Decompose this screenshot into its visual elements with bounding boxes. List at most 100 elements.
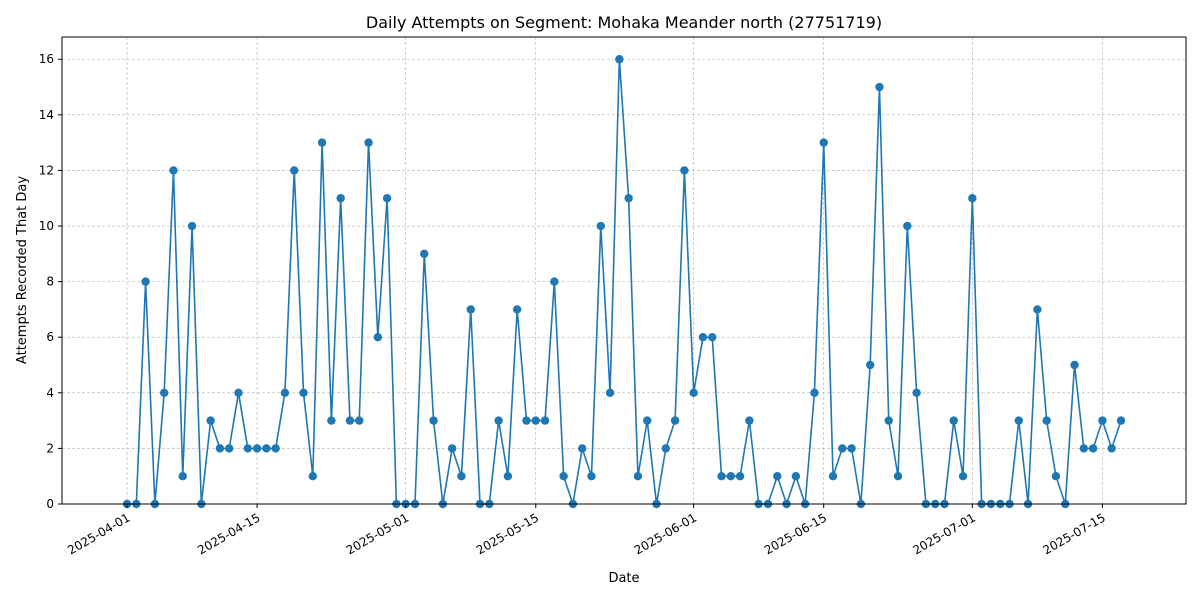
data-point xyxy=(169,166,178,175)
data-point xyxy=(828,472,838,481)
data-point xyxy=(810,388,819,398)
chart-title: Daily Attempts on Segment: Mohaka Meande… xyxy=(366,13,882,32)
data-point xyxy=(187,221,197,231)
x-tick-label: 2025-04-15 xyxy=(195,510,262,557)
data-point xyxy=(735,472,745,481)
data-point xyxy=(234,388,243,398)
data-point xyxy=(726,472,736,481)
data-point xyxy=(847,444,856,453)
data-point xyxy=(680,166,689,175)
data-point xyxy=(968,194,977,203)
data-point xyxy=(1042,416,1051,425)
y-axis-label: Attempts Recorded That Day xyxy=(15,176,30,364)
data-point xyxy=(689,388,698,398)
data-point xyxy=(503,472,513,481)
data-point xyxy=(215,444,225,453)
x-tick-label: 2025-05-01 xyxy=(344,510,411,557)
data-point xyxy=(364,138,373,147)
data-point xyxy=(903,221,912,231)
data-point xyxy=(141,277,150,286)
y-tick-label: 0 xyxy=(46,497,54,511)
data-point xyxy=(457,472,466,481)
data-point xyxy=(670,416,680,425)
data-point xyxy=(494,416,503,425)
data-point xyxy=(512,305,522,314)
data-point xyxy=(912,388,921,398)
data-point xyxy=(262,444,271,453)
plot-frame xyxy=(61,36,1187,505)
data-point xyxy=(698,333,708,342)
series-layer xyxy=(122,55,1126,509)
data-point xyxy=(1098,416,1107,425)
y-axis: 0 2 4 6 8 10 12 14 16 xyxy=(39,52,62,511)
data-point xyxy=(633,472,643,481)
data-point xyxy=(327,416,336,425)
data-point xyxy=(893,472,903,481)
data-point xyxy=(159,388,169,398)
y-tick-label: 6 xyxy=(46,330,54,344)
data-point xyxy=(587,472,596,481)
data-point xyxy=(308,472,318,481)
data-point xyxy=(252,444,262,453)
data-point xyxy=(791,472,801,481)
x-axis: 2025-04-01 2025-04-15 2025-05-01 2025-05-15… xyxy=(65,504,1108,557)
data-point xyxy=(1107,444,1116,453)
data-point xyxy=(643,416,652,425)
x-tick-label: 2025-06-15 xyxy=(762,510,829,557)
data-point xyxy=(345,416,355,425)
data-point xyxy=(578,444,587,453)
data-point xyxy=(1070,360,1079,370)
data-point xyxy=(355,416,364,425)
data-point xyxy=(382,194,392,203)
data-point xyxy=(1088,444,1098,453)
data-point xyxy=(336,194,345,203)
data-point xyxy=(1014,416,1023,425)
data-point xyxy=(1116,416,1126,425)
x-tick-label: 2025-04-01 xyxy=(65,510,132,557)
data-point xyxy=(1079,444,1089,453)
y-tick-label: 2 xyxy=(46,441,54,455)
data-point xyxy=(317,138,327,147)
data-point xyxy=(949,416,958,425)
data-point xyxy=(596,221,605,231)
data-point xyxy=(865,360,875,370)
y-tick-label: 16 xyxy=(39,52,54,66)
data-point xyxy=(447,444,457,453)
data-point xyxy=(884,416,893,425)
y-tick-label: 4 xyxy=(46,386,54,400)
data-point xyxy=(243,444,252,453)
data-point xyxy=(708,333,717,342)
data-point xyxy=(429,416,438,425)
x-tick-label: 2025-07-15 xyxy=(1040,510,1107,557)
data-point xyxy=(540,416,550,425)
y-tick-label: 12 xyxy=(39,163,54,177)
data-point xyxy=(1033,305,1042,314)
data-point xyxy=(466,305,475,314)
data-point xyxy=(624,194,633,203)
y-tick-label: 14 xyxy=(39,108,54,122)
data-point xyxy=(178,472,187,481)
data-point xyxy=(280,388,290,398)
series-line xyxy=(127,59,1122,507)
data-point xyxy=(661,444,670,453)
data-point xyxy=(420,249,429,259)
data-point xyxy=(773,472,782,481)
x-tick-label: 2025-05-15 xyxy=(474,510,541,557)
data-point xyxy=(271,444,280,453)
data-point xyxy=(531,416,540,425)
x-tick-label: 2025-06-01 xyxy=(632,510,699,557)
data-point xyxy=(958,472,968,481)
y-tick-label: 10 xyxy=(39,219,54,233)
data-point xyxy=(745,416,754,425)
data-point xyxy=(206,416,215,425)
y-tick-label: 8 xyxy=(46,275,54,289)
data-point xyxy=(373,333,383,342)
data-point xyxy=(550,277,559,286)
data-point xyxy=(717,472,726,481)
x-tick-label: 2025-07-01 xyxy=(910,510,977,557)
data-point xyxy=(225,444,234,453)
data-point xyxy=(838,444,847,453)
data-point xyxy=(605,388,615,398)
data-point xyxy=(615,55,624,64)
